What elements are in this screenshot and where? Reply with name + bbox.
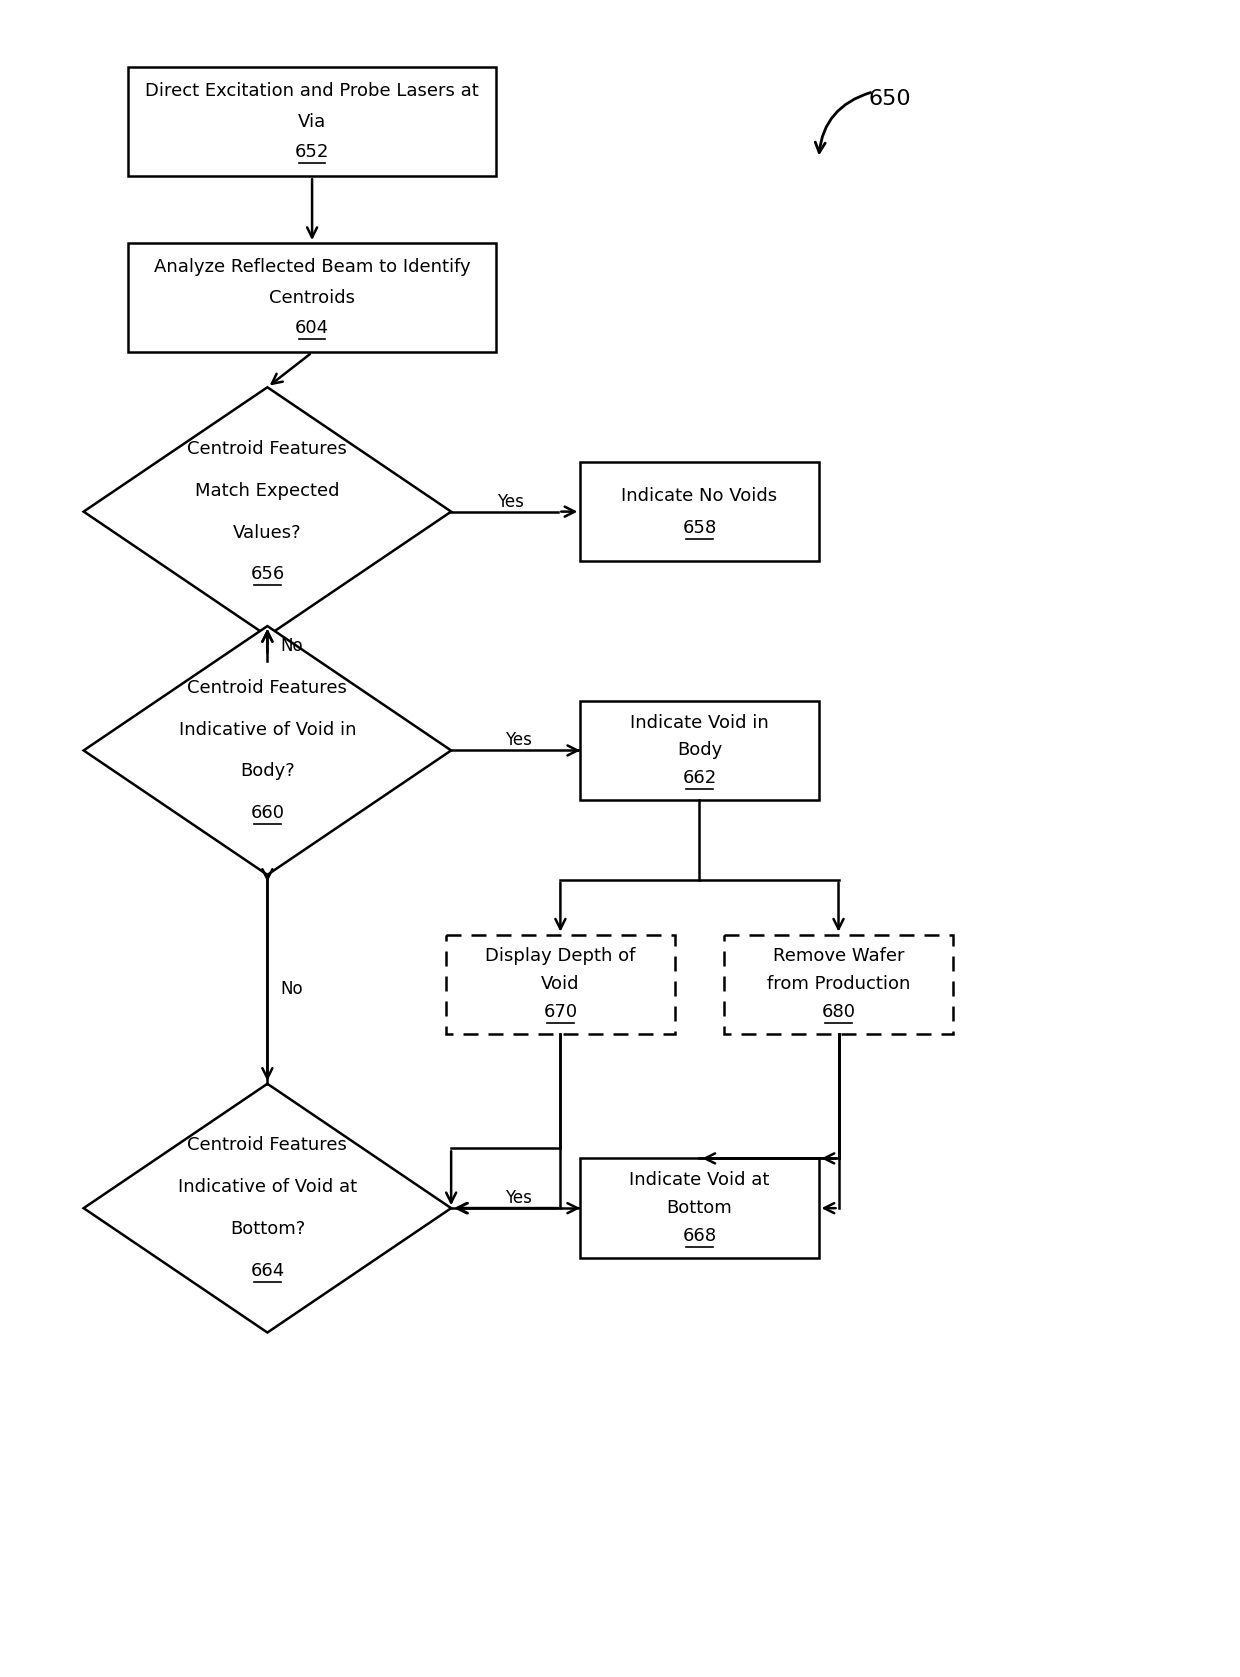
Text: from Production: from Production	[766, 976, 910, 993]
Text: 660: 660	[250, 805, 284, 822]
Polygon shape	[83, 626, 451, 875]
Text: Yes: Yes	[497, 493, 525, 511]
Text: 656: 656	[250, 565, 284, 584]
Text: Centroids: Centroids	[269, 288, 355, 307]
Text: Centroid Features: Centroid Features	[187, 679, 347, 696]
Text: 652: 652	[295, 143, 330, 161]
Text: Via: Via	[298, 112, 326, 131]
Text: Yes: Yes	[505, 1189, 532, 1207]
Bar	[580, 461, 818, 562]
Text: 668: 668	[682, 1228, 717, 1244]
Text: Analyze Reflected Beam to Identify: Analyze Reflected Beam to Identify	[154, 258, 470, 277]
Text: Remove Wafer: Remove Wafer	[773, 948, 904, 966]
Text: 604: 604	[295, 319, 329, 337]
Bar	[446, 934, 675, 1035]
Text: Bottom?: Bottom?	[229, 1221, 305, 1238]
Bar	[128, 67, 496, 176]
Text: Centroid Features: Centroid Features	[187, 1137, 347, 1154]
Text: Match Expected: Match Expected	[195, 481, 340, 500]
Text: Body: Body	[677, 741, 722, 760]
Text: Indicate Void in: Indicate Void in	[630, 714, 769, 731]
Text: Indicate Void at: Indicate Void at	[629, 1171, 770, 1189]
Text: No: No	[280, 637, 303, 656]
Text: 680: 680	[822, 1003, 856, 1021]
Polygon shape	[83, 387, 451, 636]
Text: 664: 664	[250, 1261, 284, 1280]
Text: Centroid Features: Centroid Features	[187, 439, 347, 458]
Text: 658: 658	[682, 518, 717, 537]
Text: Display Depth of: Display Depth of	[485, 948, 636, 966]
Text: 650: 650	[868, 89, 911, 109]
Text: Bottom: Bottom	[667, 1199, 733, 1218]
Text: Yes: Yes	[505, 731, 532, 750]
Text: Indicative of Void at: Indicative of Void at	[177, 1179, 357, 1196]
Text: Indicative of Void in: Indicative of Void in	[179, 721, 356, 738]
Text: No: No	[280, 981, 303, 998]
Text: 670: 670	[543, 1003, 578, 1021]
Text: Direct Excitation and Probe Lasers at: Direct Excitation and Probe Lasers at	[145, 82, 479, 101]
Polygon shape	[83, 1083, 451, 1333]
Text: 662: 662	[682, 770, 717, 787]
Text: Values?: Values?	[233, 523, 301, 542]
Bar	[724, 934, 952, 1035]
Text: Indicate No Voids: Indicate No Voids	[621, 486, 777, 505]
Bar	[580, 1159, 818, 1258]
Text: Void: Void	[541, 976, 579, 993]
Bar	[128, 243, 496, 352]
Text: Body?: Body?	[241, 763, 295, 780]
Bar	[580, 701, 818, 800]
